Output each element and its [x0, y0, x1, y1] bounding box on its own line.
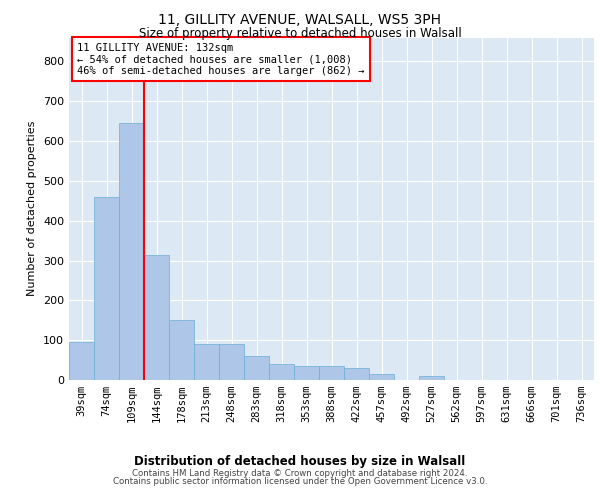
Bar [344, 368, 369, 380]
Text: Distribution of detached houses by size in Walsall: Distribution of detached houses by size … [134, 454, 466, 468]
Text: 11, GILLITY AVENUE, WALSALL, WS5 3PH: 11, GILLITY AVENUE, WALSALL, WS5 3PH [158, 12, 442, 26]
Text: 11 GILLITY AVENUE: 132sqm
← 54% of detached houses are smaller (1,008)
46% of se: 11 GILLITY AVENUE: 132sqm ← 54% of detac… [77, 42, 364, 76]
Bar [319, 366, 344, 380]
Bar [244, 356, 269, 380]
Text: Contains public sector information licensed under the Open Government Licence v3: Contains public sector information licen… [113, 477, 487, 486]
Bar [94, 197, 119, 380]
Bar [269, 364, 294, 380]
Y-axis label: Number of detached properties: Number of detached properties [28, 121, 37, 296]
Text: Contains HM Land Registry data © Crown copyright and database right 2024.: Contains HM Land Registry data © Crown c… [132, 468, 468, 477]
Bar [419, 376, 444, 380]
Bar [219, 344, 244, 380]
Text: Size of property relative to detached houses in Walsall: Size of property relative to detached ho… [139, 28, 461, 40]
Bar [169, 320, 194, 380]
Bar [69, 342, 94, 380]
Bar [119, 123, 144, 380]
Bar [194, 344, 219, 380]
Bar [294, 366, 319, 380]
Bar [144, 254, 169, 380]
Bar [369, 374, 394, 380]
